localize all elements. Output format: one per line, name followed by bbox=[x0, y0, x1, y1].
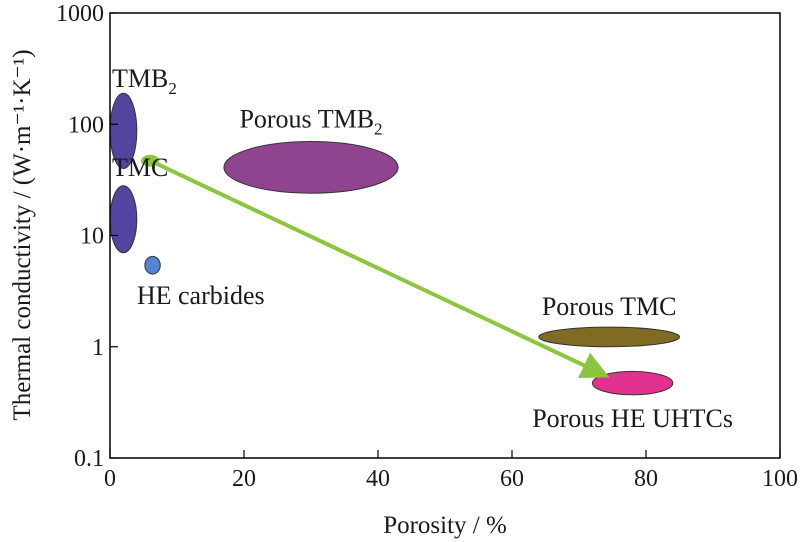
region-label-porous-tmb: Porous TMB2 bbox=[239, 104, 382, 138]
x-tick-label: 60 bbox=[500, 466, 524, 492]
x-tick-label: 100 bbox=[762, 466, 798, 492]
y-tick-label: 10 bbox=[80, 224, 104, 250]
region-label-subscript: 2 bbox=[168, 79, 177, 98]
x-tick-label: 20 bbox=[232, 466, 256, 492]
region-he-carbides bbox=[144, 255, 161, 275]
region-porous-tmb bbox=[223, 140, 399, 194]
region-label-porous-tmc: Porous TMC bbox=[542, 292, 677, 321]
region-label-tmc: TMC bbox=[112, 153, 168, 182]
y-tick-label: 1 bbox=[92, 335, 104, 361]
trend-arrow-start bbox=[141, 154, 160, 167]
y-tick-label: 1000 bbox=[56, 1, 104, 27]
region-porous-he-uhtcs bbox=[591, 370, 674, 396]
y-tick-label: 100 bbox=[68, 112, 104, 138]
x-tick-label: 80 bbox=[634, 466, 658, 492]
region-label-porous-he-uhtcs: Porous HE UHTCs bbox=[532, 404, 733, 433]
x-tick-label: 0 bbox=[104, 466, 116, 492]
x-tick-label: 40 bbox=[366, 466, 390, 492]
y-tick-label: 0.1 bbox=[74, 446, 104, 472]
region-label-he-carbides: HE carbides bbox=[137, 281, 265, 310]
region-label-tmb: TMB2 bbox=[112, 64, 177, 98]
region-tmc bbox=[109, 185, 138, 254]
y-axis-title: Thermal conductivity / (W·m⁻¹·K⁻¹) bbox=[9, 49, 36, 420]
x-axis-title: Porosity / % bbox=[383, 512, 507, 539]
trend-arrow bbox=[149, 158, 610, 379]
region-porous-tmc bbox=[538, 326, 681, 348]
region-label-subscript: 2 bbox=[374, 119, 383, 138]
plot-frame bbox=[109, 12, 781, 459]
